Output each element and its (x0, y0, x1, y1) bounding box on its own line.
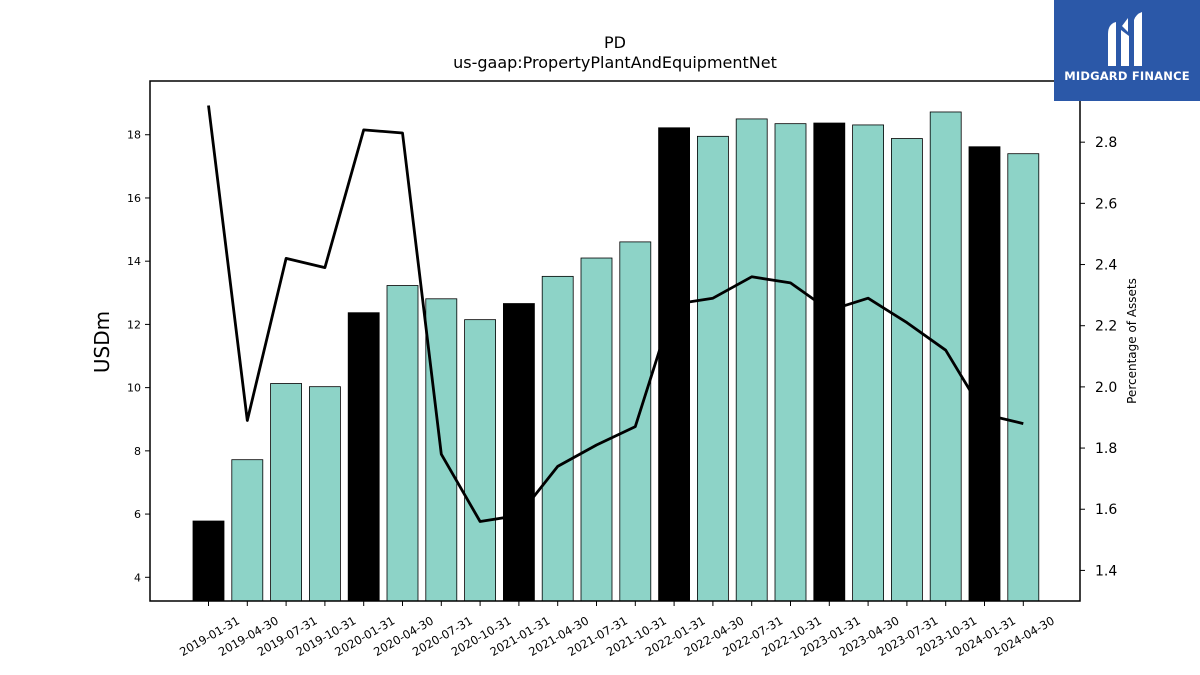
chart-subtitle: us-gaap:PropertyPlantAndEquipmentNet (453, 53, 777, 72)
y-tick-label: 4 (134, 571, 141, 584)
y-tick-label: 14 (127, 255, 141, 268)
y-tick-label: 12 (127, 318, 141, 331)
bar-2023-07-31 (891, 138, 923, 602)
y-axis-right: 1.4 1.6 1.8 2.0 2.2 2.4 2.6 2.8 (1080, 135, 1117, 579)
y-axis-label: USDm (90, 311, 114, 373)
logo-mark-icon (1108, 12, 1142, 66)
bar-2021-10-31 (619, 241, 652, 602)
y2-axis-label: Percentage of Assets (1125, 278, 1139, 404)
y2-tick-label: 1.6 (1095, 502, 1117, 518)
bar-2022-04-30 (697, 135, 729, 602)
y-tick-label: 16 (127, 192, 141, 205)
y2-tick-label: 2.2 (1095, 319, 1117, 335)
y-axis-left: 4 6 8 10 12 14 16 18 (127, 129, 150, 584)
bars-group (192, 111, 1040, 602)
bar-2024-01-31 (968, 146, 1001, 602)
logo-text: MIDGARD FINANCE (1064, 69, 1190, 83)
y2-tick-label: 2.6 (1095, 196, 1117, 212)
y2-tick-label: 1.8 (1095, 441, 1117, 457)
y-tick-label: 10 (127, 382, 141, 395)
bar-2019-10-31 (308, 386, 341, 602)
bar-2020-01-31 (347, 312, 380, 602)
bar-2021-07-31 (580, 257, 613, 602)
bar-2019-01-31 (192, 520, 225, 602)
bar-2022-10-31 (774, 123, 807, 602)
y-tick-label: 18 (127, 129, 141, 142)
line-group (207, 105, 1024, 523)
bar-2023-10-31 (929, 111, 962, 602)
bar-2021-04-30 (541, 275, 574, 602)
bar-2020-10-31 (464, 319, 497, 602)
bar-2023-04-30 (852, 124, 884, 602)
bar-2022-01-31 (658, 127, 690, 602)
bar-2023-01-31 (813, 122, 846, 602)
y2-tick-label: 2.0 (1095, 380, 1117, 396)
x-axis: 2019-01-312019-04-302019-07-312019-10-31… (177, 601, 1057, 659)
y2-tick-label: 1.4 (1095, 563, 1117, 579)
company-logo: MIDGARD FINANCE (1054, 0, 1200, 101)
y2-tick-label: 2.8 (1095, 135, 1117, 151)
bar-2022-07-31 (735, 118, 768, 602)
y-tick-label: 8 (134, 445, 141, 458)
bar-2021-01-31 (502, 303, 535, 602)
bar-2019-04-30 (231, 459, 264, 602)
bar-2020-04-30 (386, 285, 419, 602)
bar-2019-07-31 (270, 383, 303, 602)
y2-tick-label: 2.4 (1095, 258, 1117, 274)
y-tick-label: 6 (134, 508, 141, 521)
bar-2024-04-30 (1007, 153, 1040, 602)
chart-title: PD (604, 33, 626, 52)
line-series-percentage (207, 105, 1024, 523)
plot-frame (149, 80, 1081, 602)
